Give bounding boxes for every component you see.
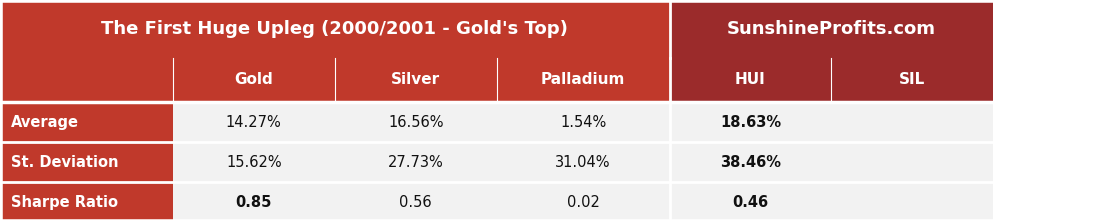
Text: HUI: HUI bbox=[735, 72, 766, 87]
Bar bbox=[497, 58, 670, 102]
Bar bbox=[831, 58, 993, 102]
Bar bbox=[335, 182, 497, 222]
Bar bbox=[831, 102, 993, 142]
Bar bbox=[173, 142, 335, 182]
Text: SunshineProfits.com: SunshineProfits.com bbox=[726, 20, 936, 38]
Bar bbox=[670, 58, 831, 102]
Text: St. Deviation: St. Deviation bbox=[11, 155, 118, 170]
Bar bbox=[173, 58, 335, 102]
Bar bbox=[173, 102, 335, 142]
Bar bbox=[0, 102, 173, 142]
Text: Silver: Silver bbox=[392, 72, 440, 87]
Bar bbox=[335, 102, 497, 142]
Bar bbox=[335, 58, 497, 102]
Text: Sharpe Ratio: Sharpe Ratio bbox=[11, 194, 118, 210]
Text: SIL: SIL bbox=[899, 72, 926, 87]
Text: 0.02: 0.02 bbox=[567, 194, 600, 210]
Bar bbox=[670, 0, 993, 58]
Bar bbox=[831, 182, 993, 222]
Bar bbox=[0, 142, 173, 182]
Bar bbox=[670, 182, 831, 222]
Bar bbox=[670, 102, 831, 142]
Text: 15.62%: 15.62% bbox=[226, 155, 281, 170]
Bar bbox=[831, 142, 993, 182]
Bar bbox=[670, 142, 831, 182]
Bar bbox=[497, 102, 670, 142]
Bar bbox=[0, 0, 670, 58]
Text: 1.54%: 1.54% bbox=[560, 115, 606, 130]
Text: 16.56%: 16.56% bbox=[388, 115, 443, 130]
Text: 27.73%: 27.73% bbox=[388, 155, 443, 170]
Text: 18.63%: 18.63% bbox=[720, 115, 781, 130]
Text: 14.27%: 14.27% bbox=[226, 115, 281, 130]
Bar bbox=[0, 58, 173, 102]
Bar bbox=[335, 142, 497, 182]
Text: 0.46: 0.46 bbox=[732, 194, 769, 210]
Text: Palladium: Palladium bbox=[540, 72, 626, 87]
Text: 31.04%: 31.04% bbox=[556, 155, 610, 170]
Bar bbox=[173, 182, 335, 222]
Bar bbox=[0, 182, 173, 222]
Bar bbox=[497, 182, 670, 222]
Text: The First Huge Upleg (2000/2001 - Gold's Top): The First Huge Upleg (2000/2001 - Gold's… bbox=[102, 20, 568, 38]
Text: Gold: Gold bbox=[234, 72, 274, 87]
Text: 38.46%: 38.46% bbox=[720, 155, 781, 170]
Bar bbox=[497, 142, 670, 182]
Text: Average: Average bbox=[11, 115, 79, 130]
Text: 0.56: 0.56 bbox=[399, 194, 432, 210]
Text: 0.85: 0.85 bbox=[235, 194, 272, 210]
